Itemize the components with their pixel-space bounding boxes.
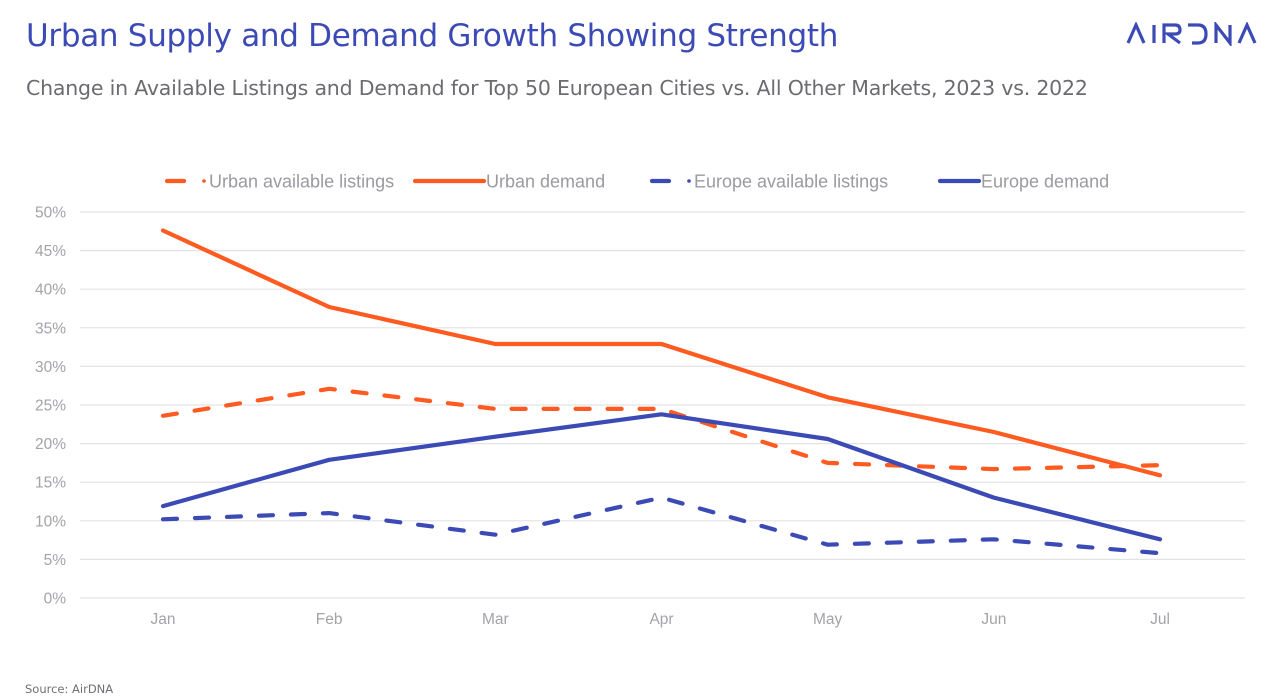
airdna-logo [1126,22,1257,46]
x-tick-label: Jan [151,611,176,628]
logo-letter-r [1162,23,1182,45]
series-line-urban-available-listings [160,386,1163,472]
y-tick-label: 30% [35,359,66,376]
legend-swatch-dot [202,179,206,183]
x-axis-ticks: Jan Feb Mar Apr May Jun Jul [151,611,1170,628]
y-tick-label: 45% [35,243,66,260]
series-line-europe-available-listings [160,495,1163,556]
x-tick-label: Jun [981,611,1006,628]
legend-label: Europe available listings [694,172,888,192]
y-tick-label: 0% [44,591,67,608]
x-tick-label: May [813,611,843,628]
legend-item[interactable]: Europe available listings [649,172,888,192]
legend-item[interactable]: Europe demand [937,172,1109,192]
chart-subtitle: Change in Available Listings and Demand … [26,76,1088,100]
y-tick-label: 15% [35,475,66,492]
x-tick-label: Apr [649,611,673,628]
legend-label: Europe demand [981,172,1109,192]
y-tick-label: 20% [35,436,66,453]
logo-letter-n [1214,22,1232,46]
y-tick-label: 25% [35,398,66,415]
y-tick-label: 40% [35,282,66,299]
y-axis-ticks: 0% 5% 10% 15% 20% 25% 30% 35% 40% 45% 50% [35,205,66,608]
grid-lines [80,211,1245,599]
series-line-urban-demand [160,228,1163,478]
legend: Urban available listings Urban demand Euro… [164,172,1109,192]
legend-swatch-dot [687,179,691,183]
logo-letter-d [1188,23,1208,45]
x-tick-label: Feb [316,611,343,628]
legend-item[interactable]: Urban available listings [164,172,394,192]
logo-letter-a1 [1126,22,1146,44]
x-tick-label: Mar [482,611,509,628]
y-tick-label: 5% [44,552,67,569]
y-tick-label: 35% [35,320,66,337]
chart-title: Urban Supply and Demand Growth Showing S… [26,18,839,54]
legend-item[interactable]: Urban demand [412,172,605,192]
y-tick-label: 10% [35,513,66,530]
x-tick-label: Jul [1150,611,1170,628]
legend-label: Urban demand [486,172,605,192]
legend-label: Urban available listings [209,172,394,192]
y-tick-label: 50% [35,205,66,222]
logo-letter-a2 [1237,22,1257,44]
series-lines [160,228,1163,556]
source-note: Source: AirDNA [25,682,114,696]
